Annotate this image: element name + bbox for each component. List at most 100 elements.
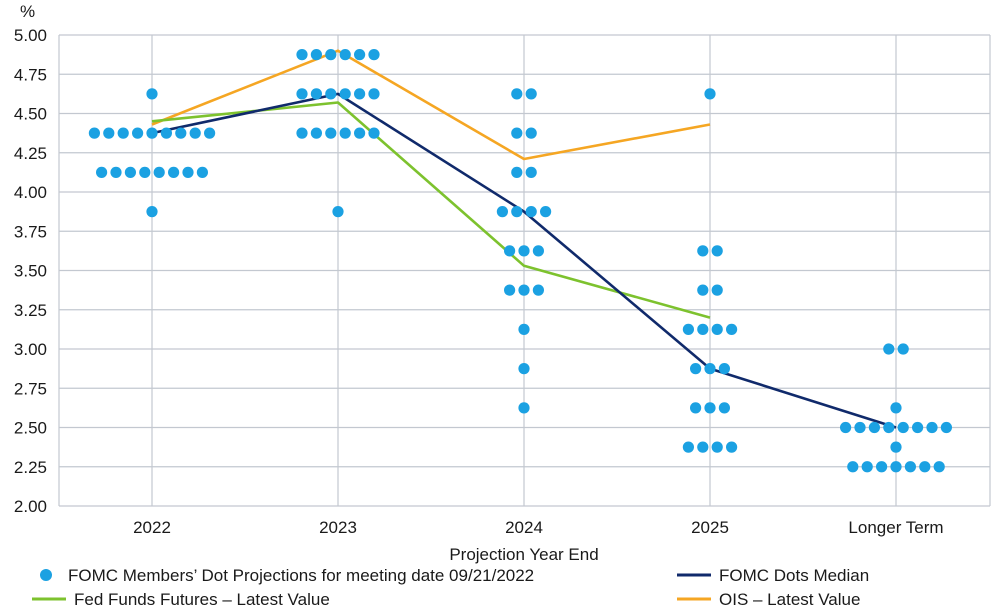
dot-projection <box>868 421 881 434</box>
dot-projection <box>926 421 938 434</box>
dot-projection <box>697 245 709 257</box>
dot-projection <box>511 166 523 178</box>
dot-projection <box>518 284 530 296</box>
dot-projection <box>204 127 216 139</box>
dot-projection <box>518 363 530 375</box>
legend: FOMC Members’ Dot Projections for meetin… <box>32 566 869 609</box>
dot-projection <box>325 49 337 61</box>
dot-projection <box>525 206 537 218</box>
dot-projection <box>940 421 953 434</box>
dot-projection <box>511 127 523 139</box>
dot-projection <box>339 127 351 139</box>
y-tick-label: 3.50 <box>14 262 47 281</box>
dot-projection <box>124 166 136 178</box>
dot-projection <box>883 343 895 355</box>
dot-projection <box>196 166 208 178</box>
x-tick-label: 2023 <box>319 518 357 537</box>
dot-projection <box>897 343 909 355</box>
dot-projection <box>296 88 308 100</box>
dot-projection <box>96 166 108 178</box>
dot-projection <box>718 402 731 414</box>
dot-projection <box>146 127 158 139</box>
y-tick-label: 3.25 <box>14 301 47 320</box>
dot-projection <box>540 206 552 218</box>
y-tick-label: 4.00 <box>14 183 47 202</box>
dot-projection <box>496 206 508 218</box>
dot-projection <box>189 127 201 139</box>
dot-projection <box>132 127 144 139</box>
dot-projection <box>697 441 709 453</box>
dot-projection <box>518 323 530 335</box>
dot-projection <box>139 166 151 178</box>
legend-label: Fed Funds Futures – Latest Value <box>74 590 330 609</box>
legend-label: FOMC Members’ Dot Projections for meetin… <box>68 566 534 585</box>
y-tick-label: 5.00 <box>14 26 47 45</box>
dot-projection <box>840 421 852 434</box>
dot-projection <box>518 402 530 414</box>
dot-projection <box>532 284 545 296</box>
dot-projection <box>532 245 545 257</box>
dot-projection <box>711 245 723 257</box>
dot-projection <box>854 421 866 434</box>
dot-projection <box>890 441 902 453</box>
dot-projection <box>110 166 122 178</box>
x-tick-label: 2025 <box>691 518 729 537</box>
dot-projection <box>504 284 516 296</box>
dot-projection <box>88 127 100 139</box>
x-ticks: 2022 2023 2024 2025 Longer Term <box>133 518 943 537</box>
y-tick-label: 4.25 <box>14 144 47 163</box>
y-tick-label: 2.75 <box>14 379 47 398</box>
dot-projection <box>310 88 322 100</box>
dot-projection <box>711 284 723 296</box>
y-tick-label: 4.50 <box>14 105 47 124</box>
y-tick-label: 2.25 <box>14 458 47 477</box>
dot-projection <box>511 88 523 100</box>
dot-projection <box>697 323 709 335</box>
dot-projection <box>182 166 194 178</box>
dot-projection <box>890 402 902 414</box>
y-ticks: 5.00 4.75 4.50 4.25 4.00 3.75 3.50 3.25 3.00 2.75… <box>14 26 47 516</box>
dot-projection <box>525 127 537 139</box>
dot-projection <box>368 49 380 61</box>
dot-projection <box>682 323 695 335</box>
dot-projection <box>339 88 351 100</box>
legend-dot-marker <box>40 569 52 581</box>
dot-projection <box>504 245 516 257</box>
dot-projection <box>690 363 702 375</box>
x-tick-label: 2024 <box>505 518 543 537</box>
series-line-fed-funds-futures-latest-value <box>151 101 711 319</box>
x-axis-label: Projection Year End <box>449 545 598 564</box>
dot-projection <box>310 49 322 61</box>
legend-label: OIS – Latest Value <box>719 590 860 609</box>
dot-projection <box>325 88 337 100</box>
dot-projection <box>682 441 695 453</box>
dot-projection <box>325 127 337 139</box>
y-tick-label: 2.00 <box>14 497 47 516</box>
dot-projection <box>175 127 187 139</box>
dot-projection <box>368 88 380 100</box>
x-tick-label: Longer Term <box>848 518 943 537</box>
dot-projection <box>726 441 738 453</box>
grid <box>58 34 991 507</box>
dot-projection <box>861 461 873 473</box>
dot-projection <box>704 88 716 100</box>
dot-projection <box>726 323 738 335</box>
dot-projection <box>310 127 322 139</box>
dot-projection <box>711 441 723 453</box>
dot-projection <box>704 363 716 375</box>
series-line-ois-latest-value <box>151 49 711 161</box>
dot-projection <box>919 461 931 473</box>
dot-projection <box>354 88 366 100</box>
y-tick-label: 3.75 <box>14 222 47 241</box>
dot-projection <box>525 166 537 178</box>
dot-projection <box>153 166 165 178</box>
dot-projection <box>525 88 537 100</box>
y-tick-label: 3.00 <box>14 340 47 359</box>
dot-projection <box>876 461 888 473</box>
dot-projection <box>511 206 523 218</box>
dot-projection <box>904 461 917 473</box>
dot-projection <box>146 206 158 218</box>
y-axis-label: % <box>20 2 35 21</box>
series-lines <box>151 49 897 429</box>
